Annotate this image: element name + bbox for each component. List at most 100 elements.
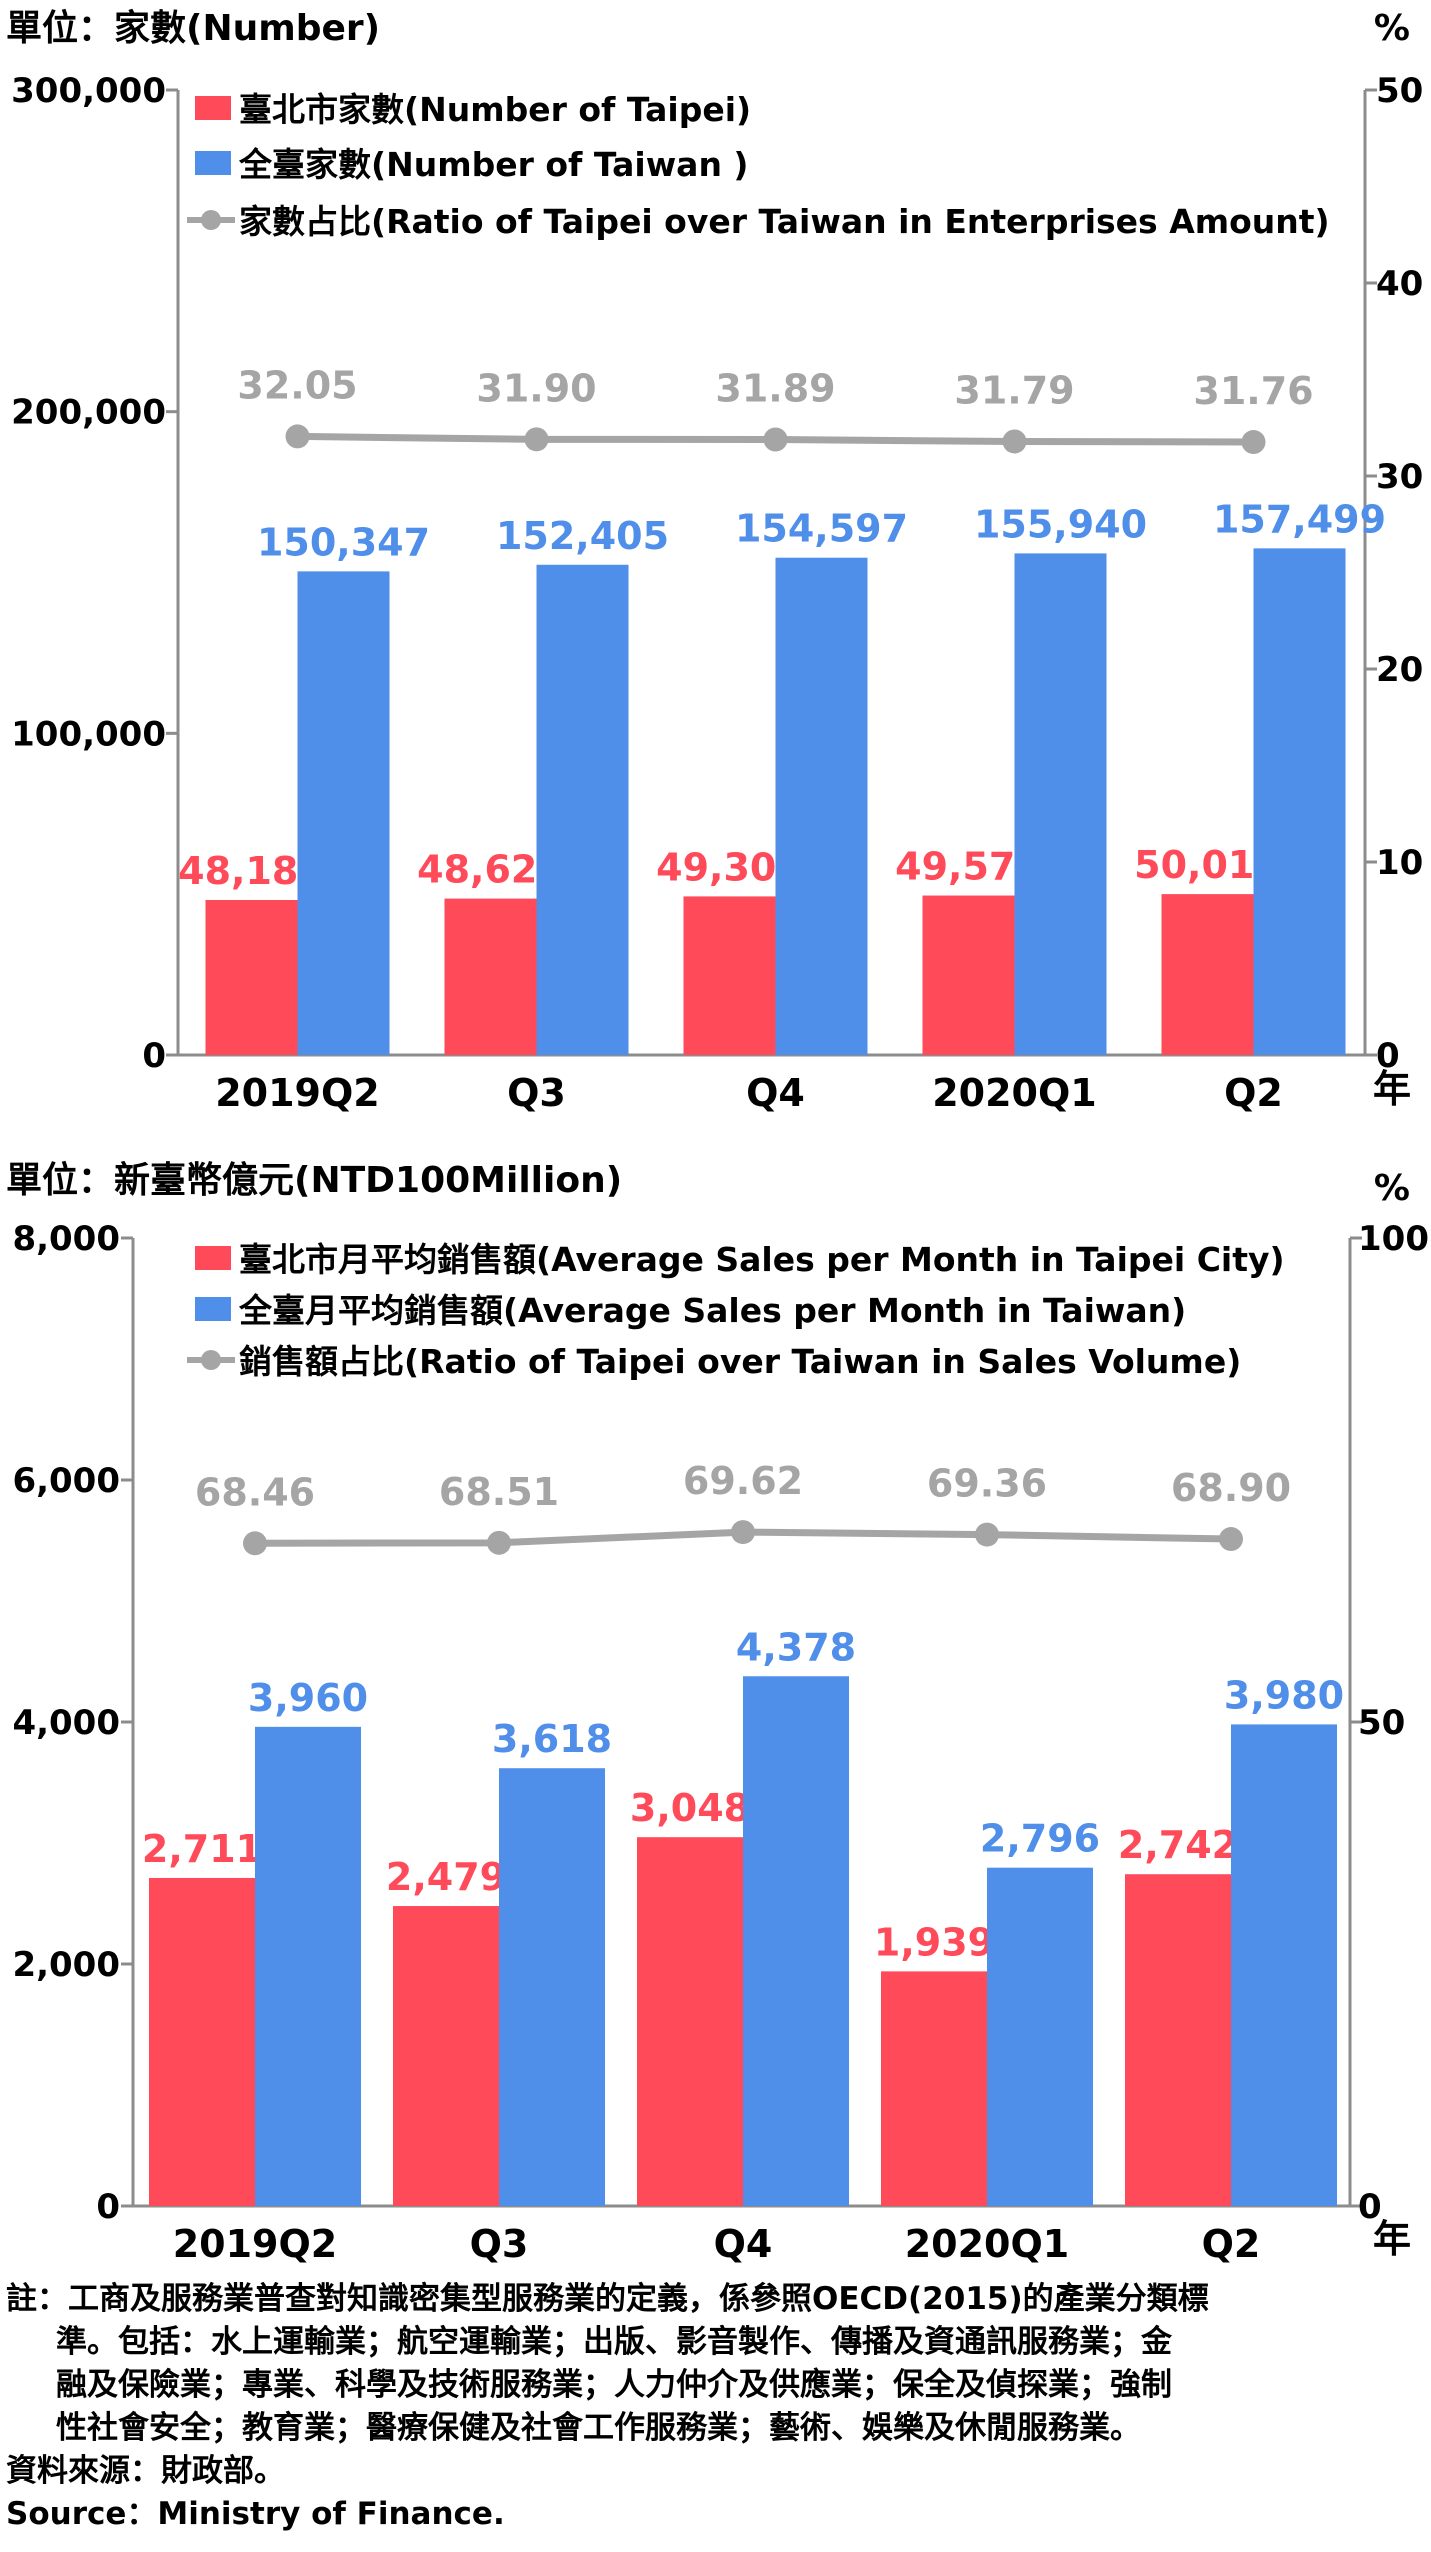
ratio-value-label: 69.36 [927, 1462, 1047, 1506]
x-category-label: Q3 [507, 1071, 566, 1115]
bar-taipei [637, 1837, 743, 2206]
note-line-1: 註：工商及服務業普查對知識密集型服務業的定義，係參照OECD(2015)的產業分… [6, 2281, 1209, 2317]
x-category-label: Q2 [1224, 1071, 1283, 1115]
legend-label: 全臺月平均銷售額(Average Sales per Month in Taiw… [238, 1291, 1186, 1330]
x-category-label: 2019Q2 [215, 1071, 380, 1115]
source-en: Source：Ministry of Finance. [6, 2496, 505, 2532]
ratio-value-label: 31.76 [1193, 369, 1313, 413]
bar-value-label: 3,980 [1224, 1673, 1344, 1717]
bar-value-label: 2,711 [142, 1827, 262, 1871]
bar-taipei [205, 900, 298, 1055]
bar-taiwan [297, 571, 390, 1055]
legend-swatch [195, 1246, 231, 1270]
bar-value-label: 150,347 [257, 520, 430, 564]
y-tick-label: 4,000 [12, 1703, 120, 1743]
note-line-3: 融及保險業；專業、科學及技術服務業；人力仲介及供應業；保全及偵探業；強制 [56, 2367, 1172, 2403]
x-category-label: 2020Q1 [932, 1071, 1097, 1115]
y2-tick-label: 10 [1376, 843, 1423, 883]
bar-taiwan [499, 1768, 605, 2206]
bar-taiwan [775, 557, 868, 1055]
x-category-label: Q2 [1202, 2222, 1261, 2266]
left-axis-unit: 單位：新臺幣億元(NTD100Million) [6, 1160, 622, 1201]
legend-label: 家數占比(Ratio of Taipei over Taiwan in Ente… [239, 202, 1330, 241]
ratio-point [285, 424, 310, 449]
right-axis-unit: % [1374, 8, 1410, 49]
bar-taiwan [536, 564, 629, 1055]
legend-label: 臺北市月平均銷售額(Average Sales per Month in Tai… [239, 1240, 1285, 1279]
bar-taiwan [1014, 553, 1107, 1055]
ratio-point [731, 1520, 755, 1545]
legend-marker [201, 210, 221, 230]
y2-tick-label: 0 [1358, 2187, 1382, 2227]
ratio-value-label: 68.90 [1171, 1466, 1291, 1510]
footnotes: 註：工商及服務業普查對知識密集型服務業的定義，係參照OECD(2015)的產業分… [6, 2278, 1426, 2536]
y2-tick-label: 50 [1376, 71, 1423, 111]
bar-value-label: 154,597 [735, 507, 908, 551]
bar-taiwan [1253, 548, 1346, 1055]
bar-taipei [881, 1971, 987, 2206]
ratio-point [243, 1531, 267, 1556]
y-tick-label: 300,000 [11, 71, 166, 111]
bar-value-label: 3,048 [630, 1786, 750, 1830]
bar-value-label: 155,940 [974, 502, 1147, 546]
bar-value-label: 157,499 [1213, 497, 1386, 541]
y-tick-label: 0 [96, 2187, 120, 2227]
bar-taipei [149, 1877, 255, 2206]
bar-taiwan [987, 1867, 1093, 2206]
bar-value-label: 4,378 [736, 1625, 856, 1669]
y2-tick-label: 0 [1376, 1036, 1400, 1076]
chart-1: 單位：家數(Number) % 0 100,000 200,000 300,000 0 10 2… [6, 8, 1423, 1115]
right-axis-unit: % [1374, 1168, 1410, 1209]
left-axis-unit: 單位：家數(Number) [6, 8, 380, 49]
bar-value-label: 2,742 [1118, 1823, 1238, 1867]
bar-taipei [922, 895, 1015, 1055]
bar-value-label: 3,618 [492, 1717, 612, 1761]
ratio-value-label: 69.62 [683, 1459, 803, 1503]
bar-taipei [444, 898, 537, 1055]
x-axis-year-label: 年 [1373, 1067, 1411, 1111]
source-zh: 資料來源：財政部。 [6, 2453, 285, 2489]
note-line-4: 性社會安全；教育業；醫療保健及社會工作服務業；藝術、娛樂及休閒服務業。 [56, 2410, 1141, 2446]
bar-value-label: 2,479 [386, 1855, 506, 1899]
legend-swatch [195, 151, 231, 175]
bar-taiwan [743, 1676, 849, 2206]
y2-tick-label: 100 [1358, 1219, 1429, 1259]
x-category-label: 2019Q2 [173, 2222, 338, 2266]
chart-2: 單位：新臺幣億元(NTD100Million) % 0 2,000 4,000 6,000… [6, 1160, 1429, 2266]
ratio-value-label: 31.90 [476, 366, 596, 410]
ratio-value-label: 31.89 [715, 367, 835, 411]
ratio-point [1002, 429, 1027, 454]
x-category-label: Q4 [714, 2222, 773, 2266]
bar-taipei [683, 896, 776, 1055]
y2-tick-label: 30 [1376, 457, 1423, 497]
ratio-point [1241, 430, 1266, 455]
x-axis-year-label: 年 [1373, 2217, 1411, 2261]
y2-tick-label: 50 [1358, 1703, 1405, 1743]
bar-taiwan [255, 1726, 361, 2206]
ratio-value-label: 68.51 [439, 1470, 559, 1514]
y-tick-label: 100,000 [11, 714, 166, 754]
ratio-value-label: 32.05 [237, 363, 357, 407]
y2-tick-label: 40 [1376, 264, 1423, 304]
legend-label: 全臺家數(Number of Taiwan ) [238, 145, 749, 184]
bar-taipei [1161, 894, 1254, 1055]
y-tick-label: 200,000 [11, 393, 166, 433]
y-tick-label: 0 [142, 1036, 166, 1076]
bar-taiwan [1231, 1724, 1337, 2206]
bar-value-label: 1,939 [874, 1920, 994, 1964]
x-category-label: Q3 [470, 2222, 529, 2266]
bar-taipei [1125, 1874, 1231, 2206]
legend-label: 臺北市家數(Number of Taipei) [239, 90, 751, 129]
ratio-point [1219, 1527, 1243, 1552]
ratio-point [487, 1530, 511, 1555]
ratio-value-label: 31.79 [954, 368, 1074, 412]
bar-value-label: 152,405 [496, 514, 669, 558]
note-line-2: 準。包括：水上運輸業；航空運輸業；出版、影音製作、傳播及資通訊服務業；金 [56, 2324, 1172, 2360]
bar-value-label: 3,960 [248, 1676, 368, 1720]
x-category-label: 2020Q1 [905, 2222, 1070, 2266]
y-tick-label: 6,000 [12, 1461, 120, 1501]
legend-swatch [195, 96, 231, 120]
legend-marker [201, 1350, 221, 1370]
y-tick-label: 2,000 [12, 1945, 120, 1985]
